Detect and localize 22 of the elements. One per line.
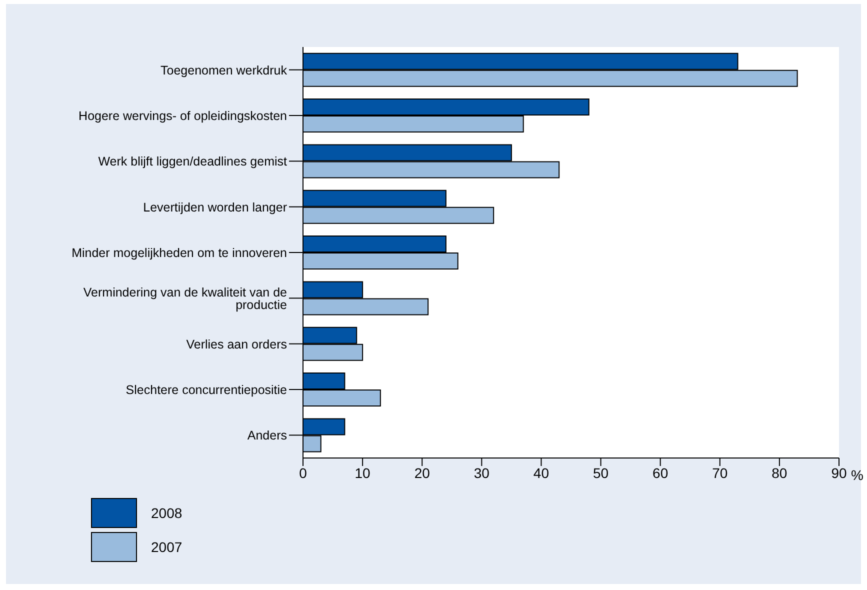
y-tick-label: Vermindering van de kwaliteit van de productie bbox=[83, 285, 288, 312]
y-tick-label: Slechtere concurrentiepositie bbox=[126, 382, 288, 397]
x-tick-label: 70 bbox=[712, 464, 728, 481]
x-tick-label: 60 bbox=[652, 464, 668, 481]
x-tick-label: 20 bbox=[414, 464, 430, 481]
y-tick-label: Werk blijft liggen/deadlines gemist bbox=[98, 154, 288, 169]
x-axis-title: % bbox=[851, 467, 864, 483]
x-tick-label: 80 bbox=[772, 464, 788, 481]
x-tick-label: 90 bbox=[831, 464, 847, 481]
y-tick-label: Minder mogelijkheden om te innoveren bbox=[72, 246, 288, 260]
x-tick-label: 50 bbox=[592, 464, 609, 481]
x-tick-label: 10 bbox=[354, 464, 371, 481]
legend-label: 2007 bbox=[151, 539, 182, 555]
y-tick-label: Verlies aan orders bbox=[186, 337, 287, 352]
y-tick-label: Anders bbox=[247, 428, 287, 443]
legend-label: 2008 bbox=[151, 505, 182, 521]
x-tick-label: 40 bbox=[533, 464, 550, 481]
x-tick-label: 0 bbox=[299, 464, 308, 481]
x-tick-label: 30 bbox=[474, 464, 490, 481]
y-tick-label: Hogere wervings- of opleidingskosten bbox=[78, 108, 288, 123]
y-tick-label: Toegenomen werkdruk bbox=[160, 63, 288, 78]
y-tick-label: Levertijden worden langer bbox=[143, 200, 287, 214]
